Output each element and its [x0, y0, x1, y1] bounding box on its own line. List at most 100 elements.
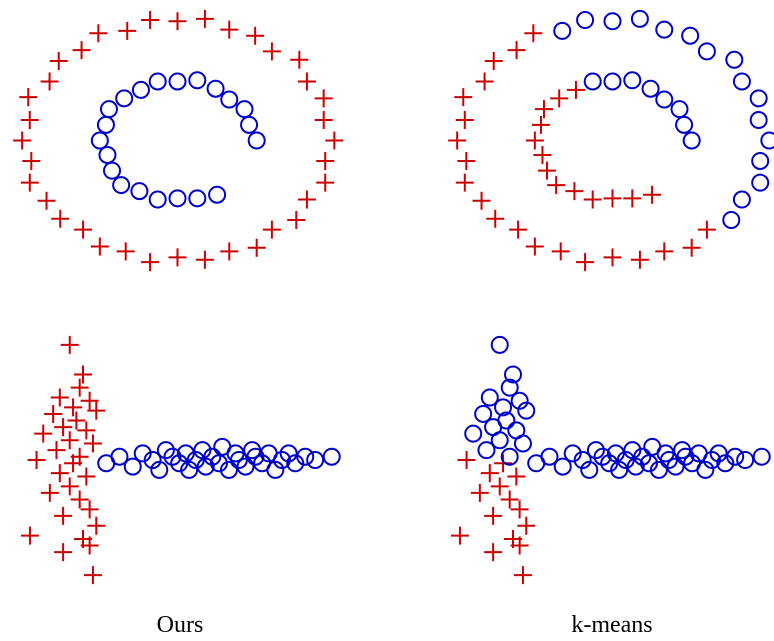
plus-point — [314, 111, 333, 130]
circle-point — [98, 145, 117, 164]
circle-point — [540, 447, 559, 466]
plus-point — [195, 9, 214, 28]
circle-point — [666, 457, 685, 476]
plus-point — [475, 72, 494, 91]
plus-point — [54, 506, 73, 525]
circle-point — [630, 9, 649, 28]
plus-point — [455, 173, 474, 192]
circle-point — [641, 79, 660, 98]
plus-point — [547, 176, 566, 195]
circle-point — [176, 444, 195, 463]
plus-point — [484, 543, 503, 562]
plus-point — [34, 424, 53, 443]
circle-point — [240, 115, 259, 134]
circle-point — [655, 20, 674, 39]
circle-point — [709, 444, 728, 463]
circle-point — [494, 398, 513, 417]
plus-point — [551, 242, 570, 261]
circle-point — [474, 404, 493, 423]
circle-point — [553, 457, 572, 476]
plus-point — [297, 190, 316, 209]
circle-point — [99, 100, 118, 119]
plus-point — [141, 11, 160, 30]
circle-point — [490, 335, 509, 354]
plus-point — [220, 20, 239, 39]
circle-point — [510, 391, 529, 410]
circle-point — [490, 431, 509, 450]
plus-point — [13, 131, 32, 150]
circle-point — [500, 378, 519, 397]
circle-point — [736, 451, 755, 469]
circle-point — [272, 451, 291, 469]
plus-point — [44, 404, 63, 423]
plus-point — [80, 391, 99, 410]
plus-point — [500, 490, 519, 509]
circle-point — [110, 447, 129, 466]
circle-point — [675, 115, 694, 134]
circle-point — [90, 131, 109, 150]
circle-point — [752, 447, 771, 466]
scatter-panel — [450, 335, 771, 585]
circle-point — [580, 460, 599, 479]
circle-point — [626, 457, 645, 476]
plus-point — [576, 253, 595, 272]
plus-point — [67, 411, 86, 430]
plus-point — [457, 151, 476, 170]
plus-point — [454, 88, 473, 107]
plus-point — [486, 209, 505, 228]
plus-point — [325, 131, 344, 150]
plus-point — [697, 220, 716, 239]
plus-point — [22, 151, 41, 170]
circle-point — [655, 90, 674, 109]
plus-point — [538, 161, 557, 180]
circle-point — [208, 185, 227, 204]
scatter-panel — [20, 335, 341, 585]
plus-point — [49, 52, 68, 70]
circle-point — [500, 447, 519, 466]
circle-point — [322, 447, 341, 466]
plus-point — [247, 238, 266, 257]
plus-point — [116, 242, 135, 261]
plus-point — [19, 88, 38, 107]
plus-point — [513, 566, 532, 585]
circle-point — [513, 434, 532, 453]
circle-point — [586, 441, 605, 460]
circle-point — [464, 424, 483, 443]
circle-point — [749, 89, 768, 108]
plus-point — [50, 464, 69, 483]
plus-point — [484, 506, 503, 525]
circle-point — [170, 454, 189, 473]
circle-point — [649, 460, 668, 479]
plus-point — [290, 50, 309, 69]
plus-point — [20, 173, 39, 192]
plus-point — [630, 250, 649, 269]
caption: Ours — [157, 612, 204, 638]
plus-point — [262, 220, 281, 239]
scatter-panel — [13, 9, 344, 272]
circle-point — [716, 454, 735, 473]
plus-point — [297, 72, 316, 91]
circle-point — [168, 72, 187, 91]
circle-point — [148, 190, 167, 209]
plus-point — [47, 441, 66, 460]
circle-point — [480, 388, 499, 407]
circle-point — [143, 451, 162, 469]
circle-point — [131, 80, 150, 99]
plus-point — [50, 388, 69, 407]
plus-point — [168, 12, 187, 31]
circle-point — [610, 460, 629, 479]
plus-point — [448, 131, 467, 150]
circle-point — [696, 460, 715, 479]
circle-point — [504, 365, 523, 384]
plus-point — [64, 398, 83, 417]
plus-point — [509, 220, 528, 239]
plus-point — [60, 477, 79, 496]
circle-point — [188, 71, 207, 90]
plus-point — [83, 566, 102, 585]
circle-point — [633, 447, 652, 466]
circle-point — [246, 447, 265, 466]
plus-point — [54, 418, 73, 437]
circle-point — [206, 79, 225, 98]
plus-point — [64, 454, 83, 473]
